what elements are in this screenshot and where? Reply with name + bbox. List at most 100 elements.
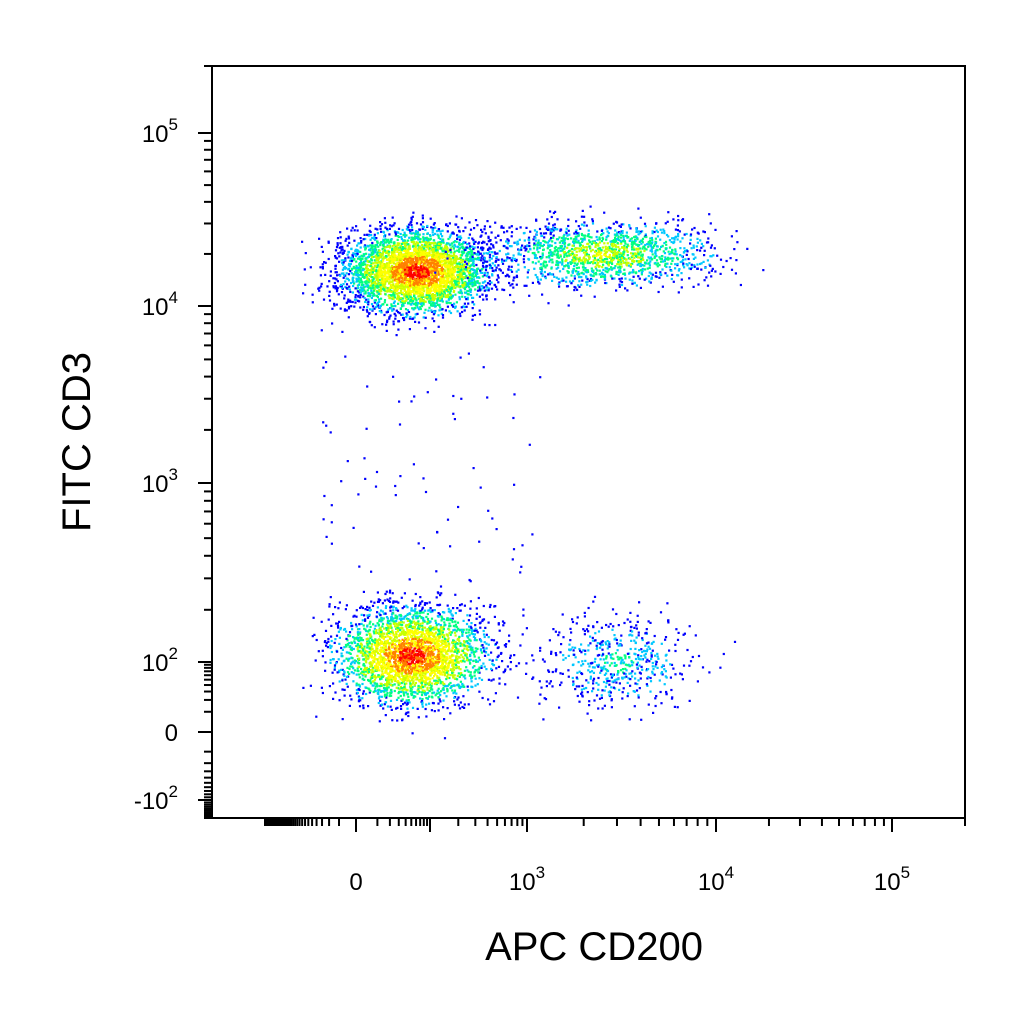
event-dot (446, 247, 449, 250)
event-dot (451, 283, 454, 286)
event-dot (391, 216, 394, 219)
event-dot (658, 264, 661, 267)
event-dot (383, 284, 386, 287)
event-dot (448, 310, 451, 313)
event-dot (341, 330, 344, 333)
event-dot (373, 301, 376, 304)
event-dot (411, 255, 414, 258)
event-dot (609, 240, 612, 243)
event-dot (600, 251, 603, 254)
event-dot (542, 243, 545, 246)
event-dot (605, 261, 608, 264)
event-dot (394, 314, 397, 317)
event-dot (345, 286, 348, 290)
event-dot (566, 234, 569, 237)
event-dot (645, 277, 648, 280)
event-dot (410, 238, 413, 242)
event-dot (431, 282, 434, 285)
event-dot (534, 236, 537, 239)
event-dot (414, 255, 417, 258)
event-dot (575, 263, 578, 267)
event-dot (507, 252, 510, 255)
event-dot (397, 299, 400, 302)
event-dot (582, 273, 585, 276)
event-dot (459, 285, 462, 288)
event-dot (592, 275, 595, 278)
event-dot (393, 253, 396, 256)
event-dot (575, 250, 578, 253)
event-dot (475, 271, 478, 274)
event-dot (389, 297, 392, 300)
event-dot (563, 233, 566, 236)
event-dot (414, 304, 418, 307)
event-dot (334, 264, 337, 268)
event-dot (444, 244, 447, 247)
event-dot (363, 286, 366, 289)
event-dot (442, 279, 445, 282)
event-dot (411, 280, 414, 283)
event-dot (429, 303, 433, 306)
event-dot (372, 262, 375, 265)
event-dot (736, 241, 739, 244)
event-dot (423, 249, 426, 252)
event-dot (372, 255, 375, 258)
plot-frame (211, 65, 966, 819)
event-dot (510, 235, 513, 238)
event-dot (351, 300, 354, 304)
event-dot (722, 265, 725, 269)
event-dot (389, 255, 392, 258)
event-dot (649, 237, 652, 240)
event-dot (373, 281, 377, 284)
event-dot (470, 249, 473, 252)
event-dot (415, 237, 418, 240)
event-dot (441, 308, 444, 311)
event-dot (443, 249, 446, 252)
event-dot (476, 289, 480, 292)
event-dot (620, 262, 623, 266)
event-dot (549, 258, 552, 261)
event-dot (320, 245, 323, 248)
event-dot (683, 250, 687, 253)
event-dot (664, 262, 667, 265)
event-dot (399, 252, 402, 255)
event-dot (364, 237, 367, 241)
event-dot (458, 296, 461, 299)
event-dot (414, 235, 417, 238)
event-dot (626, 254, 629, 257)
event-dot (420, 305, 424, 308)
event-dot (439, 230, 442, 233)
event-dot (679, 247, 682, 250)
event-dot (406, 267, 409, 270)
event-dot (421, 255, 424, 259)
event-dot (413, 281, 416, 284)
event-dot (434, 283, 438, 286)
event-dot (389, 290, 392, 293)
event-dot (431, 286, 434, 289)
event-dot (433, 222, 436, 225)
event-dot (390, 290, 394, 293)
event-dot (619, 225, 622, 228)
event-dot (352, 284, 355, 288)
event-dot (582, 261, 585, 264)
event-dot (487, 240, 490, 243)
event-dot (585, 271, 588, 274)
event-dot (462, 270, 465, 273)
event-dot (342, 259, 345, 262)
event-dot (605, 257, 608, 260)
event-dot (382, 256, 385, 259)
event-dot (408, 279, 411, 282)
event-dot (396, 281, 399, 284)
event-dot (651, 250, 654, 253)
event-dot (534, 262, 537, 265)
event-dot (449, 234, 452, 237)
event-dot (444, 259, 448, 262)
event-dot (432, 244, 436, 247)
event-dot (380, 309, 383, 312)
event-dot (555, 276, 558, 279)
event-dot (474, 219, 478, 222)
event-dot (391, 251, 394, 254)
event-dot (353, 229, 356, 232)
event-dot (454, 223, 457, 226)
event-dot (396, 238, 399, 241)
event-dot (496, 288, 499, 291)
